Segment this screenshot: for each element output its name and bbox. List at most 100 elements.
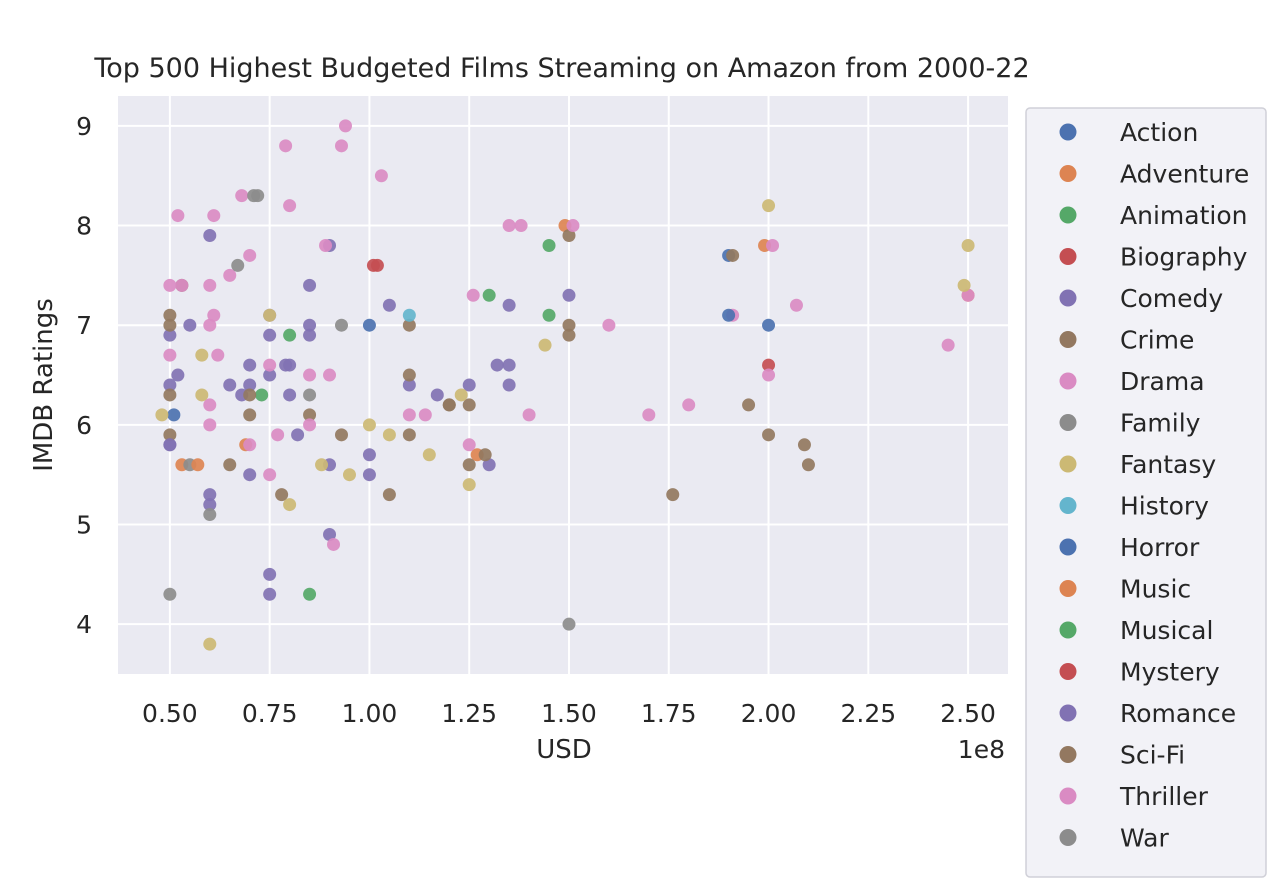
x-tick-label: 1.50 [541, 699, 597, 728]
data-point [454, 388, 468, 402]
data-point [362, 318, 376, 332]
legend-marker [1059, 331, 1077, 348]
y-tick-label: 4 [76, 610, 92, 639]
data-point [502, 298, 516, 312]
data-point [762, 428, 776, 442]
data-point [462, 458, 476, 472]
data-point [402, 378, 416, 392]
data-point [726, 248, 740, 262]
legend-label: Romance [1120, 699, 1236, 728]
data-point [362, 418, 376, 432]
data-point [283, 498, 297, 512]
data-point [362, 448, 376, 462]
data-point [303, 587, 317, 601]
legend-label: Mystery [1120, 658, 1220, 687]
data-point [722, 308, 736, 322]
data-point [315, 458, 329, 472]
data-point [801, 458, 815, 472]
data-point [167, 408, 181, 422]
legend-marker [1059, 165, 1077, 182]
data-point [243, 468, 257, 482]
data-point [283, 388, 297, 402]
y-tick-label: 8 [76, 212, 92, 241]
y-axis-label: IMDB Ratings [29, 298, 59, 472]
legend: Action Adventure Animation Biography Comedy C… [1025, 107, 1267, 878]
data-point [263, 308, 277, 322]
data-point [303, 418, 317, 432]
legend-marker [1059, 580, 1077, 597]
data-point [243, 248, 257, 262]
legend-label: Adventure [1120, 160, 1249, 189]
data-point [402, 318, 416, 332]
data-point [514, 219, 528, 233]
data-point [762, 318, 776, 332]
legend-marker [1059, 621, 1077, 639]
legend-marker [1059, 455, 1077, 473]
legend-marker [1059, 829, 1077, 846]
legend-marker [1059, 538, 1077, 556]
data-point [502, 219, 516, 233]
data-point [797, 438, 811, 452]
legend-frame [1025, 107, 1267, 878]
data-point [562, 328, 576, 342]
data-point [442, 398, 456, 412]
data-point [203, 278, 217, 292]
data-point [382, 298, 396, 312]
data-point [789, 298, 803, 312]
y-tick-labels: 4 5 6 7 8 9 [76, 112, 92, 639]
legend-label: Music [1120, 575, 1191, 604]
legend-label: Comedy [1120, 284, 1223, 313]
x-tick-label: 0.75 [242, 699, 298, 728]
data-point [941, 338, 955, 352]
data-point [191, 458, 205, 472]
data-point [462, 398, 476, 412]
legend-marker [1059, 414, 1077, 431]
data-point [538, 338, 552, 352]
data-point [334, 139, 348, 153]
legend-label: Action [1120, 118, 1198, 147]
data-point [263, 328, 277, 342]
data-point [171, 368, 185, 382]
data-point [466, 288, 480, 302]
legend-marker [1059, 663, 1077, 680]
data-point [482, 288, 496, 302]
data-point [195, 348, 209, 362]
data-point [418, 408, 432, 422]
legend-label: Musical [1120, 616, 1213, 645]
legend-label: War [1120, 824, 1169, 853]
x-tick-labels: 0.50 0.75 1.00 1.25 1.50 1.75 2.00 2.25 2.50 [142, 699, 996, 728]
data-point [243, 378, 257, 392]
data-point [263, 358, 277, 372]
data-point [163, 328, 177, 342]
data-point [342, 468, 356, 482]
data-point [303, 278, 317, 292]
data-point [203, 229, 217, 243]
data-point [666, 488, 680, 502]
data-point [235, 189, 249, 203]
legend-marker [1059, 289, 1077, 307]
x-tick-label: 2.25 [840, 699, 896, 728]
data-point [275, 488, 289, 502]
legend-marker [1059, 704, 1077, 722]
x-tick-label: 1.00 [342, 699, 398, 728]
data-point [303, 328, 317, 342]
data-point [163, 278, 177, 292]
y-tick-label: 7 [76, 311, 92, 340]
data-point [263, 567, 277, 581]
data-point [163, 348, 177, 362]
data-point [175, 278, 189, 292]
legend-marker [1059, 787, 1077, 805]
data-point [762, 368, 776, 382]
data-point [155, 408, 169, 422]
data-point [502, 358, 516, 372]
data-point [766, 238, 780, 252]
data-point [542, 238, 556, 252]
data-point [602, 318, 616, 332]
data-point [243, 408, 257, 422]
data-point [163, 587, 177, 601]
data-point [562, 288, 576, 302]
data-point [542, 308, 556, 322]
data-point [271, 428, 285, 442]
chart-title: Top 500 Highest Budgeted Films Streaming… [93, 53, 1029, 84]
data-point [374, 169, 388, 183]
